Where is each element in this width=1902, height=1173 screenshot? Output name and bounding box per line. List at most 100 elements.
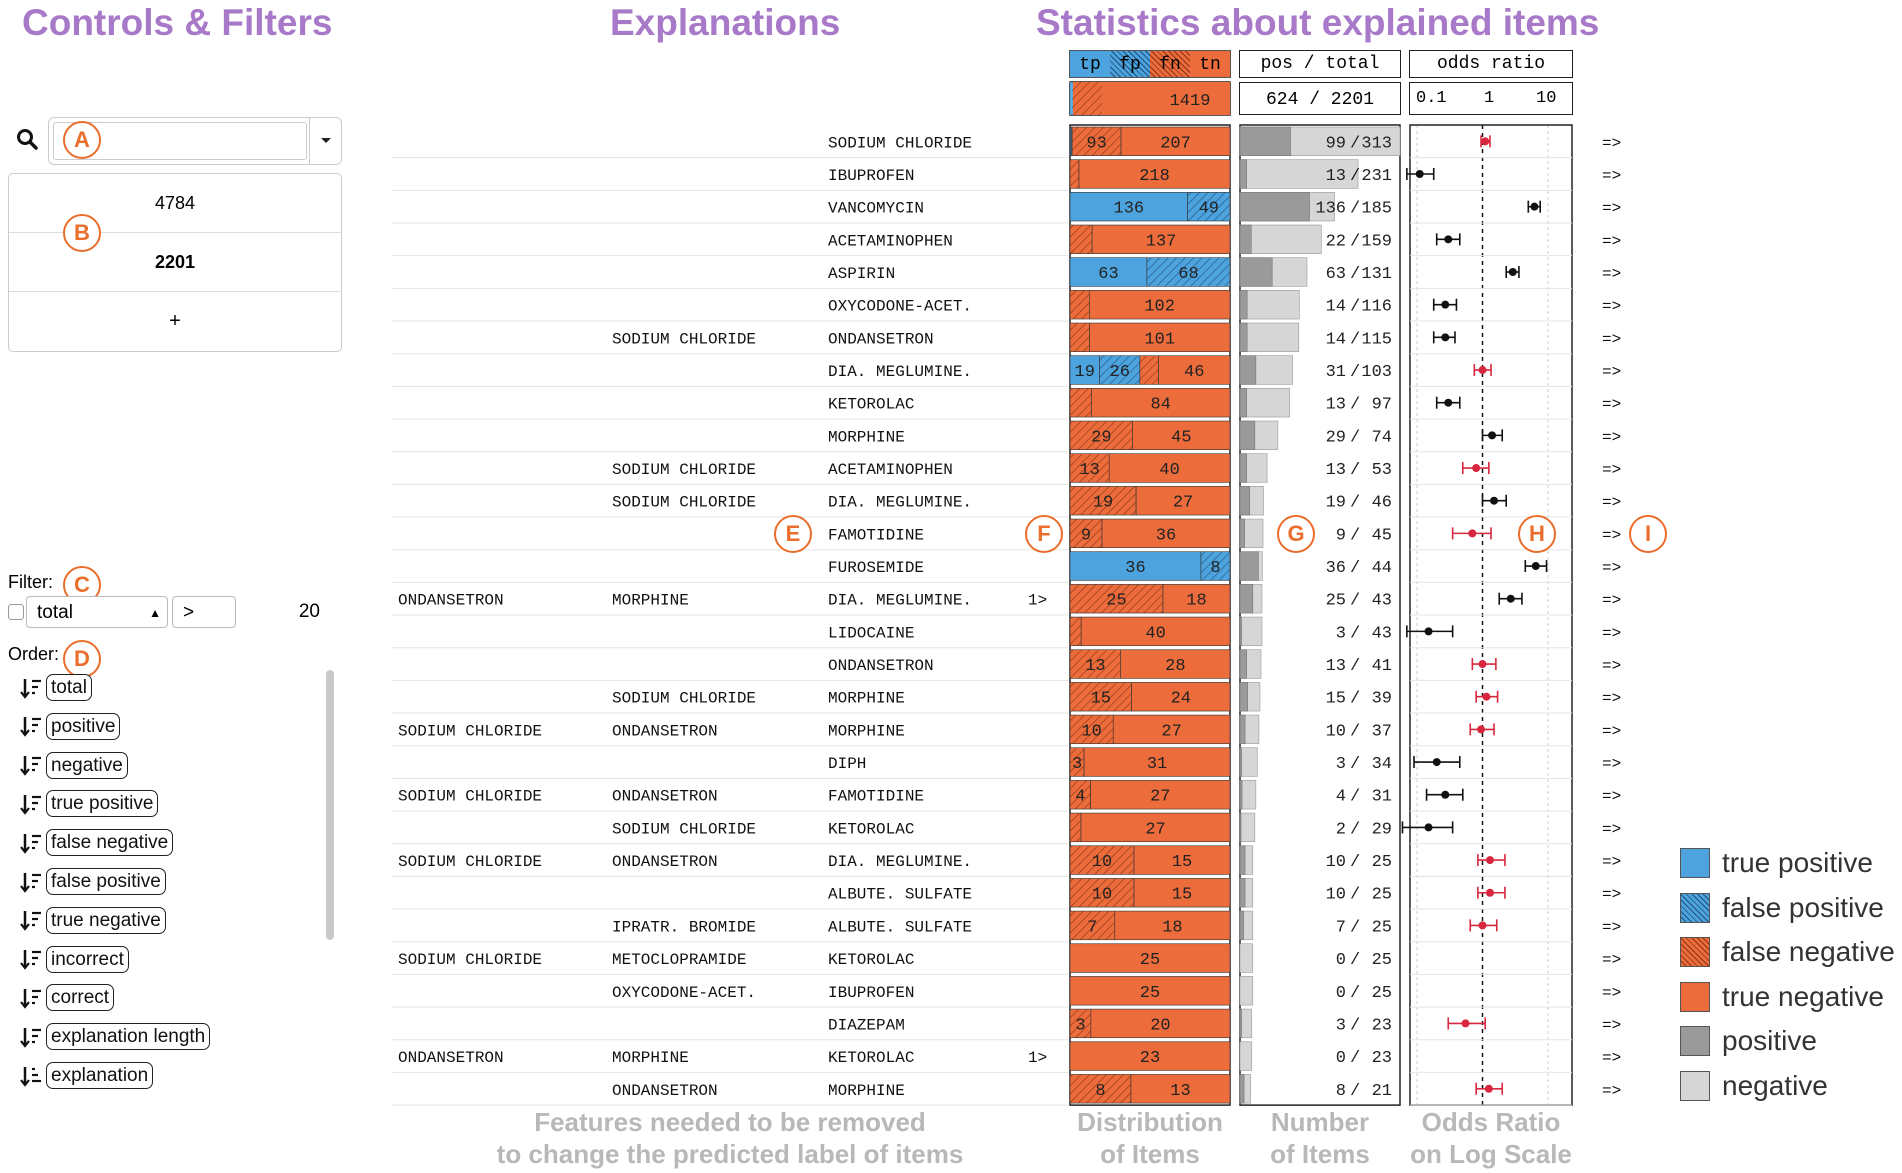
feature-2: MORPHINE [612, 592, 689, 610]
sort-descending-icon[interactable] [20, 714, 42, 738]
sort-descending-icon[interactable] [20, 986, 42, 1010]
row-arrow-button[interactable]: => [1602, 1049, 1621, 1067]
pos-count: 10 [1326, 886, 1346, 905]
row-arrow-button[interactable]: => [1602, 788, 1621, 806]
row-arrow-button[interactable]: => [1602, 330, 1621, 348]
sort-descending-icon[interactable] [20, 753, 42, 777]
search-combobox[interactable] [48, 117, 342, 165]
order-item-label[interactable]: incorrect [46, 945, 129, 973]
positive-bar [1239, 518, 1245, 549]
order-item[interactable]: positive [20, 712, 121, 740]
row-arrow-button[interactable]: => [1602, 461, 1621, 479]
row-arrow-button[interactable]: => [1602, 755, 1621, 773]
order-item[interactable]: explanation [20, 1062, 154, 1089]
order-item-label[interactable]: explanation length [46, 1023, 211, 1051]
odds-header[interactable]: odds ratio [1409, 50, 1573, 78]
row-arrow-button[interactable]: => [1602, 1016, 1621, 1034]
order-item-label[interactable]: negative [46, 751, 128, 779]
number-caption: Number of Items [1239, 1106, 1401, 1170]
tn-bar [1089, 290, 1231, 320]
row-arrow-button[interactable]: => [1602, 592, 1621, 610]
tn-label: 218 [1139, 167, 1170, 186]
filter-value-input[interactable]: 20 [298, 601, 320, 622]
row-arrow-button[interactable]: => [1602, 657, 1621, 675]
row-arrow-button[interactable]: => [1602, 722, 1621, 740]
row-arrow-button[interactable]: => [1602, 1082, 1621, 1100]
count-separator: / [1350, 788, 1360, 807]
add-count-button[interactable]: + [169, 310, 181, 332]
fn-bar [1139, 355, 1159, 385]
sort-ascending-icon[interactable] [20, 1064, 42, 1088]
row-arrow-button[interactable]: => [1602, 984, 1621, 1002]
fp-header[interactable]: fp [1110, 51, 1150, 77]
count-selected-item[interactable]: 2201 [154, 252, 196, 272]
feature-2: ONDANSETRON [612, 788, 718, 806]
odds-point [1478, 921, 1487, 930]
order-item[interactable]: false positive [20, 868, 166, 895]
tp-header[interactable]: tp [1070, 51, 1110, 77]
row-arrow-button[interactable]: => [1602, 265, 1621, 283]
fn-header[interactable]: fn [1150, 51, 1190, 77]
order-item[interactable]: explanation length [20, 1023, 211, 1051]
order-scrollbar[interactable] [326, 670, 334, 940]
row-arrow-button[interactable]: => [1602, 853, 1621, 871]
sort-descending-icon[interactable] [20, 792, 42, 816]
row-arrow-button[interactable]: => [1602, 167, 1621, 185]
tn-bar [1091, 224, 1231, 254]
row-arrow-button[interactable]: => [1602, 396, 1621, 414]
tn-label: 40 [1145, 624, 1165, 643]
order-item[interactable]: false negative [20, 829, 174, 857]
total-count: 74 [1372, 428, 1392, 447]
row-arrow-button[interactable]: => [1602, 820, 1621, 838]
row-arrow-button[interactable]: => [1602, 134, 1621, 152]
number-header[interactable]: pos / total [1239, 50, 1401, 78]
order-item[interactable]: total [20, 674, 92, 701]
sort-descending-icon[interactable] [20, 908, 42, 932]
order-item[interactable]: correct [20, 984, 115, 1012]
row-arrow-button[interactable]: => [1602, 624, 1621, 642]
order-item-label[interactable]: correct [46, 984, 115, 1012]
order-item-label[interactable]: false negative [46, 829, 174, 857]
row-arrow-button[interactable]: => [1602, 886, 1621, 904]
legend-label: false positive [1722, 891, 1884, 923]
tn-header[interactable]: tn [1190, 51, 1230, 77]
sort-descending-icon[interactable] [20, 676, 42, 700]
filter-field-select[interactable]: total ▲ [26, 596, 168, 628]
sort-descending-icon[interactable] [20, 870, 42, 894]
filter-operator-select[interactable]: > [172, 596, 236, 628]
row-arrow-button[interactable]: => [1602, 951, 1621, 969]
row-arrow-button[interactable]: => [1602, 200, 1621, 218]
chevron-down-icon[interactable] [320, 130, 332, 155]
row-arrow-button[interactable]: => [1602, 690, 1621, 708]
order-item-label[interactable]: total [46, 674, 92, 701]
positive-bar [1239, 126, 1291, 156]
sort-descending-icon[interactable] [20, 947, 42, 971]
order-item[interactable]: true positive [20, 790, 159, 818]
count-separator: / [1350, 755, 1360, 774]
order-item-label[interactable]: positive [46, 712, 121, 740]
tn-bar [1083, 747, 1231, 777]
order-item-label[interactable]: explanation [46, 1062, 154, 1089]
order-item[interactable]: negative [20, 751, 128, 779]
count-all-item[interactable]: 4784 [154, 193, 196, 213]
row-arrow-button[interactable]: => [1602, 918, 1621, 936]
fn-bar [1069, 1074, 1132, 1104]
row-arrow-button[interactable]: => [1602, 232, 1621, 250]
order-item[interactable]: true negative [20, 906, 166, 934]
feature-3: DIAZEPAM [828, 1016, 905, 1034]
fn-bar [1069, 159, 1080, 189]
total-count: 97 [1372, 396, 1392, 415]
row-arrow-button[interactable]: => [1602, 298, 1621, 316]
filter-checkbox[interactable] [8, 604, 24, 620]
row-arrow-button[interactable]: => [1602, 559, 1621, 577]
row-arrow-button[interactable]: => [1602, 526, 1621, 544]
row-arrow-button[interactable]: => [1602, 363, 1621, 381]
order-item-label[interactable]: false positive [46, 868, 166, 895]
row-arrow-button[interactable]: => [1602, 428, 1621, 446]
order-item[interactable]: incorrect [20, 945, 129, 973]
order-item-label[interactable]: true negative [46, 906, 166, 934]
sort-descending-icon[interactable] [20, 1025, 42, 1049]
row-arrow-button[interactable]: => [1602, 494, 1621, 512]
order-item-label[interactable]: true positive [46, 790, 159, 818]
sort-descending-icon[interactable] [20, 831, 42, 855]
